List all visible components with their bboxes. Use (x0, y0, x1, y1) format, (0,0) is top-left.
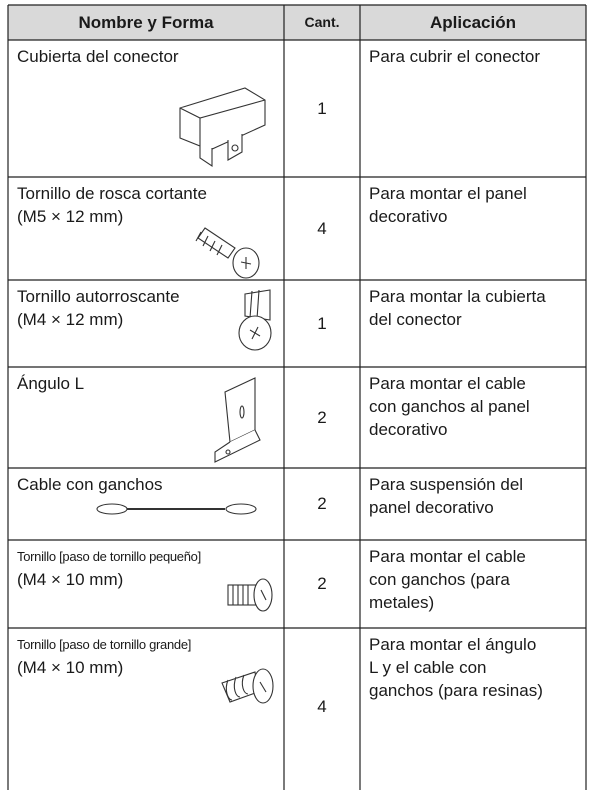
header-background (8, 5, 586, 40)
column-header: Nombre y Forma (78, 13, 214, 32)
application: decorativo (369, 207, 448, 226)
screw-icon (227, 578, 273, 612)
screw-icon (238, 289, 272, 351)
part-name: Tornillo [paso de tornillo grande] (17, 637, 192, 652)
column-header: Aplicación (430, 13, 516, 32)
part-name: Ángulo L (17, 374, 85, 393)
application: Para cubrir el conector (369, 47, 541, 66)
connector-cover-icon (179, 87, 266, 168)
application: decorativo (369, 420, 448, 439)
column-header: Cant. (304, 14, 340, 30)
part-name: Tornillo de rosca cortante (17, 184, 207, 203)
quantity: 1 (317, 98, 327, 118)
quantity: 4 (317, 696, 327, 716)
quantity: 2 (317, 407, 327, 427)
application: con ganchos al panel (369, 397, 530, 416)
part-name: Tornillo autorroscante (17, 287, 180, 306)
screw-icon (221, 668, 274, 704)
quantity: 2 (317, 494, 327, 513)
application: metales) (369, 593, 435, 612)
quantity: 1 (317, 313, 327, 333)
quantity: 4 (317, 218, 327, 238)
application: panel decorativo (369, 498, 494, 517)
part-name: (M4 × 10 mm) (17, 658, 124, 677)
application: Para montar la cubierta (369, 287, 546, 306)
quantity: 2 (317, 574, 327, 593)
part-name: Cubierta del conector (17, 47, 179, 66)
application: ganchos (para resinas) (369, 681, 543, 700)
application: del conector (369, 310, 462, 329)
application: Para montar el panel (369, 184, 527, 203)
application: Para montar el cable (369, 547, 526, 566)
part-name: (M5 × 12 mm) (17, 207, 124, 226)
part-name: (M4 × 10 mm) (17, 570, 124, 589)
application: Para montar el cable (369, 374, 526, 393)
l-angle-icon (214, 377, 261, 463)
grid-lines (7, 4, 587, 790)
application: L y el cable con (369, 658, 487, 677)
application: Para montar el ángulo (369, 635, 537, 654)
application: Para suspensión del (369, 475, 524, 494)
cable-icon (96, 503, 257, 515)
application: con ganchos (para (369, 570, 510, 589)
part-name: Cable con ganchos (17, 475, 163, 494)
part-name: (M4 × 12 mm) (17, 310, 124, 329)
screw-icon (195, 227, 260, 279)
part-name: Tornillo [paso de tornillo pequeño] (17, 549, 201, 564)
